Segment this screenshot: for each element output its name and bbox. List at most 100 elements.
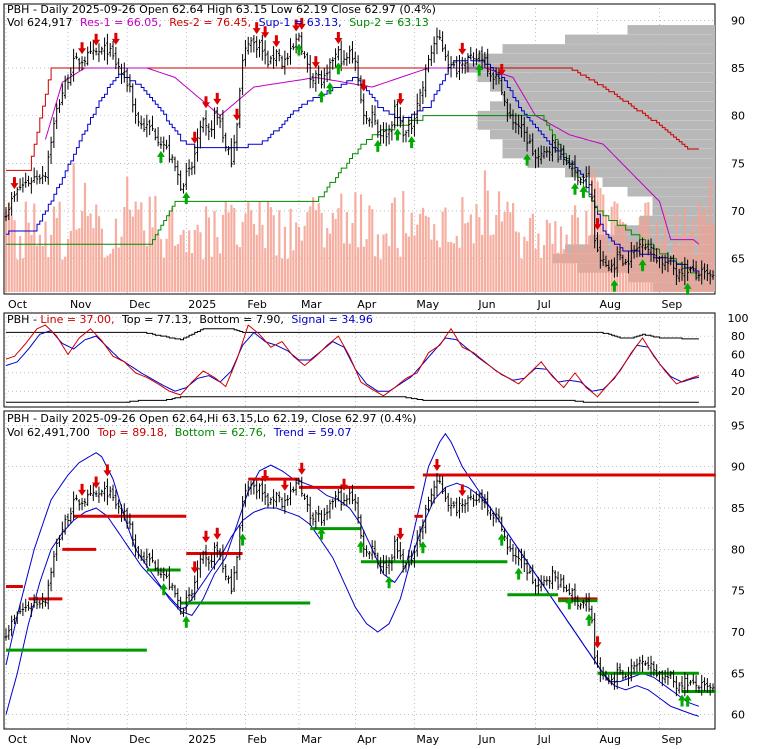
profile-bar-70: [652, 206, 715, 216]
volume-bar: [343, 243, 346, 292]
volume-bar: [700, 213, 703, 292]
volume-bar: [216, 237, 219, 292]
up-arrow-64: [182, 191, 191, 204]
band-up-arrow-136: [385, 576, 394, 589]
volume-bar: [92, 228, 95, 292]
volume-bar: [10, 216, 13, 292]
volume-bar: [179, 234, 182, 292]
up-arrow-139: [393, 128, 402, 141]
volume-bar: [590, 168, 594, 292]
volume-bar: [692, 217, 695, 292]
volume-bar: [562, 249, 565, 292]
volume-bar: [64, 256, 67, 292]
volume-bar: [399, 256, 402, 292]
price-y-tick-70: 70: [731, 205, 745, 218]
volume-bar: [196, 224, 199, 292]
band-signal-arrows: [78, 459, 692, 707]
osc-y-tick-100: 100: [728, 312, 749, 325]
volume-bar: [247, 202, 250, 292]
price-y-tick-85: 85: [731, 62, 745, 75]
date-x-label-2025: 2025: [188, 298, 216, 311]
osc-bottom-line: [6, 396, 699, 403]
up-arrow-226: [638, 259, 647, 272]
band-date-x-label-Aug: Aug: [600, 733, 621, 745]
volume-bar: [264, 248, 267, 292]
volume-bar: [66, 238, 70, 292]
volume-bar: [545, 219, 549, 292]
volume-bar: [7, 201, 11, 292]
volume-bar: [526, 241, 529, 292]
volume-bar: [145, 245, 149, 292]
volume-bar: [81, 211, 84, 292]
volume-bar: [334, 218, 337, 292]
volume-bar: [551, 243, 554, 292]
volume-bar: [309, 206, 312, 292]
volume-bar: [235, 244, 239, 292]
volume-bar: [478, 217, 481, 292]
volume-bar: [21, 258, 25, 292]
band-down-arrow-27: [78, 483, 87, 496]
volume-bar: [266, 201, 270, 292]
price-volume-panel: 65 70 75 80 85 90 Oct Nov Dec 2025 Feb Mar Apr May Ju…: [3, 3, 745, 311]
volume-bar: [604, 214, 608, 292]
profile-bar-78: [490, 129, 715, 140]
down-arrow-3: [10, 177, 19, 190]
volume-bar: [52, 206, 56, 292]
volume-bar: [5, 209, 8, 292]
bands-header: PBH - Daily 2025-09-26 Open 62.64,Hi 63.…: [7, 412, 416, 425]
band-down-arrow-36: [103, 464, 112, 477]
volume-bar: [359, 194, 363, 292]
band-y-tick-90: 90: [731, 461, 745, 474]
down-arrow-210: [593, 218, 602, 231]
volume-bar: [131, 216, 134, 292]
down-arrow-32: [92, 33, 101, 46]
volume-bar: [250, 210, 253, 292]
band-y-tick-75: 75: [731, 585, 745, 598]
volume-bar: [227, 212, 230, 292]
volume-bar: [635, 242, 639, 292]
up-arrow-216: [610, 279, 619, 292]
band-up-arrow-182: [514, 567, 523, 580]
volume-bar: [410, 212, 413, 292]
volume-bar: [97, 216, 101, 292]
profile-bar-85: [465, 63, 715, 73]
volume-bar: [137, 209, 140, 292]
volume-bar: [317, 203, 320, 292]
volume-bar: [523, 236, 526, 292]
volume-bar: [297, 226, 301, 292]
price-panel-levels: Vol 624,917 Res-1 = 66.05, Res-2 = 76.45…: [7, 16, 429, 29]
volume-bar: [185, 252, 188, 292]
volume-bar: [275, 255, 278, 292]
band-up-arrow-84: [238, 533, 247, 546]
volume-bar: [27, 222, 30, 292]
date-x-axis: Oct Nov Dec 2025 Feb Mar Apr May Jun Jul Aug Sep: [8, 298, 682, 311]
volume-bar: [652, 251, 656, 292]
band-date-x-label-Feb: Feb: [247, 733, 266, 745]
volume-bar: [585, 210, 588, 292]
volume-bar: [520, 258, 523, 292]
volume-bar: [588, 235, 591, 292]
osc-y-tick-40: 40: [731, 367, 745, 380]
volume-bar: [210, 256, 213, 292]
band-up-arrow-112: [317, 527, 326, 540]
volume-bar: [55, 217, 58, 292]
volume-bar: [109, 253, 112, 292]
volume-bar: [433, 224, 436, 292]
volume-bar: [466, 222, 470, 292]
band-date-x-label-Dec: Dec: [129, 733, 150, 745]
band-up-arrow-126: [356, 540, 365, 553]
band-date-x-label-Jun: Jun: [477, 733, 495, 745]
volume-bar: [33, 203, 36, 292]
volume-bar: [103, 257, 106, 292]
volume-bar: [475, 204, 478, 292]
volume-bar: [650, 249, 653, 292]
signal-arrows: [10, 17, 692, 295]
volume-bar: [495, 214, 498, 292]
volume-bar: [712, 222, 715, 292]
volume-bar: [199, 232, 202, 292]
volume-bar: [58, 201, 61, 292]
volume-bar: [100, 228, 103, 292]
res1-line: [44, 67, 700, 245]
up-arrow-205: [579, 185, 588, 198]
band-up-arrow-64: [182, 615, 191, 628]
